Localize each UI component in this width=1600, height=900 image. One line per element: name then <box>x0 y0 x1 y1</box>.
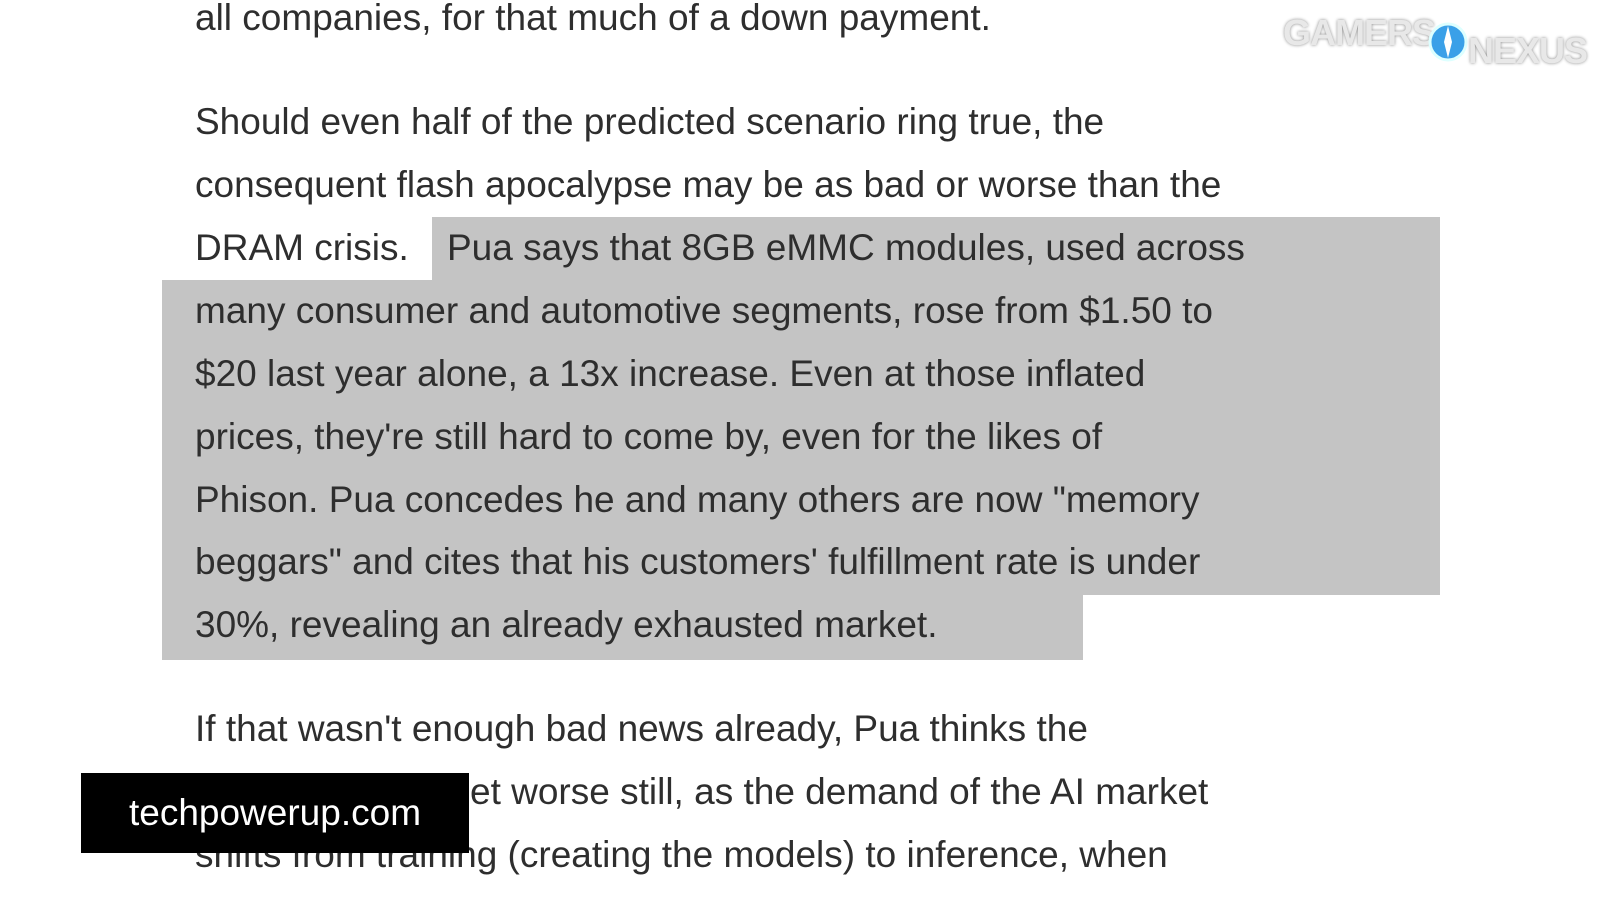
watermark-logo <box>1428 22 1468 62</box>
text-line: DRAM crisis. <box>195 227 409 268</box>
highlight <box>162 280 1440 595</box>
text-line: beggars" and cites that his customers' f… <box>195 541 1201 582</box>
text-line: prices, they're still hard to come by, e… <box>195 416 1103 457</box>
text-line: consequent flash apocalypse may be as ba… <box>195 164 1222 205</box>
source-caption: techpowerup.com <box>81 773 469 853</box>
highlight <box>162 594 1083 660</box>
text-line: all companies, for that much of a down p… <box>195 0 991 38</box>
text-line: 30%, revealing an already exhausted mark… <box>195 604 938 645</box>
text-line: Pua says that 8GB eMMC modules, used acr… <box>447 227 1245 268</box>
text-line: If that wasn't enough bad news already, … <box>195 708 1088 749</box>
watermark: GAMERS <box>1283 12 1436 53</box>
highlight <box>432 217 1440 281</box>
text-line: $20 last year alone, a 13x increase. Eve… <box>195 353 1146 394</box>
text-line: et worse still, as the demand of the AI … <box>470 771 1209 812</box>
text-line: many consumer and automotive segments, r… <box>195 290 1214 331</box>
text-line: Should even half of the predicted scenar… <box>195 101 1105 142</box>
text-line: Phison. Pua concedes he and many others … <box>195 479 1200 520</box>
watermark: NEXUS <box>1468 30 1588 71</box>
